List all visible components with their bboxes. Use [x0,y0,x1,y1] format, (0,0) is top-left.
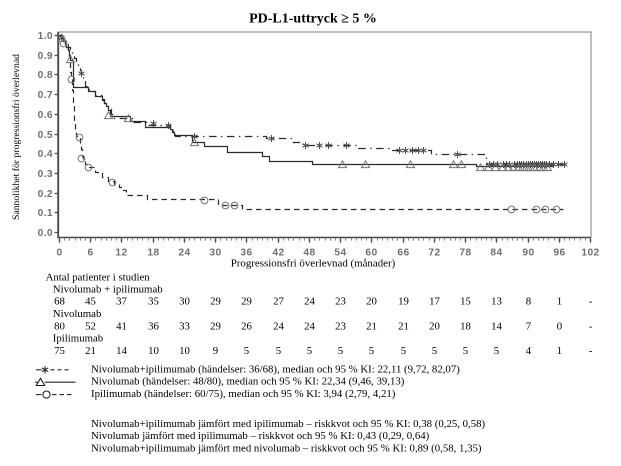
svg-text:7: 7 [526,320,532,332]
svg-text:Ipilimumab: Ipilimumab [53,333,103,345]
svg-text:Sannolikhet för progressionsfr: Sannolikhet för progressionsfri överlevn… [11,54,22,220]
svg-text:0.6: 0.6 [38,110,53,121]
svg-text:72: 72 [428,248,440,259]
svg-text:Nivolumab+ipilimumab (händelse: Nivolumab+ipilimumab (händelser: 36/68),… [91,363,460,375]
svg-text:Nivolumab (händelser: 48/80),: Nivolumab (händelser: 48/80), median och… [91,376,405,388]
svg-text:75: 75 [54,345,65,357]
svg-text:5: 5 [432,345,437,357]
svg-text:24: 24 [304,295,315,307]
svg-text:66: 66 [397,248,409,259]
svg-text:27: 27 [273,295,284,307]
svg-text:24: 24 [304,320,315,332]
svg-text:0.9: 0.9 [38,51,53,62]
svg-text:60: 60 [365,248,377,259]
svg-text:21: 21 [366,320,377,332]
svg-text:5: 5 [338,345,343,357]
svg-text:42: 42 [272,248,284,259]
svg-text:21: 21 [85,345,96,357]
svg-text:29: 29 [210,320,221,332]
svg-text:15: 15 [460,295,471,307]
svg-text:48: 48 [303,248,315,259]
svg-text:1: 1 [557,345,562,357]
svg-text:30: 30 [179,295,190,307]
svg-text:0.5: 0.5 [38,130,53,141]
svg-text:35: 35 [148,295,159,307]
svg-text:12: 12 [115,248,127,259]
svg-text:5: 5 [401,345,406,357]
svg-text:4: 4 [526,345,532,357]
svg-text:0.4: 0.4 [38,149,53,160]
svg-text:21: 21 [398,320,409,332]
svg-text:80: 80 [54,320,65,332]
svg-text:5: 5 [369,345,374,357]
svg-text:68: 68 [54,295,65,307]
svg-text:29: 29 [241,295,252,307]
svg-text:23: 23 [335,295,346,307]
svg-text:Antal patienter i studien: Antal patienter i studien [46,271,151,283]
svg-text:-: - [589,345,593,357]
svg-text:Ipilimumab (händelser: 60/75),: Ipilimumab (händelser: 60/75), median oc… [91,388,396,400]
svg-text:20: 20 [429,320,440,332]
svg-text:10: 10 [148,345,159,357]
svg-text:0.0: 0.0 [38,228,53,239]
svg-text:18: 18 [460,320,471,332]
svg-text:5: 5 [463,345,468,357]
svg-text:36: 36 [148,320,159,332]
svg-text:9: 9 [213,345,218,357]
svg-text:36: 36 [240,248,252,259]
svg-text:26: 26 [241,320,252,332]
svg-text:23: 23 [335,320,346,332]
svg-text:1: 1 [557,295,562,307]
svg-text:29: 29 [210,295,221,307]
svg-text:14: 14 [116,345,127,357]
svg-text:54: 54 [334,248,346,259]
svg-text:0: 0 [56,248,62,259]
svg-text:5: 5 [276,345,281,357]
svg-text:5: 5 [307,345,312,357]
svg-text:0.7: 0.7 [38,90,53,101]
svg-text:17: 17 [429,295,440,307]
svg-text:30: 30 [209,248,221,259]
svg-text:PD-L1-uttryck ≥ 5 %: PD-L1-uttryck ≥ 5 % [249,12,377,27]
svg-text:18: 18 [147,248,159,259]
svg-text:90: 90 [522,248,534,259]
svg-text:Nivolumab+ipilimumab jämfört m: Nivolumab+ipilimumab jämfört med nivolum… [91,443,482,455]
svg-text:45: 45 [85,295,96,307]
svg-text:102: 102 [581,248,599,259]
svg-text:Nivolumab + ipilimumab: Nivolumab + ipilimumab [53,283,163,295]
svg-text:20: 20 [366,295,377,307]
svg-text:5: 5 [494,345,499,357]
svg-text:52: 52 [85,320,96,332]
svg-text:96: 96 [553,248,565,259]
svg-text:19: 19 [398,295,409,307]
svg-text:8: 8 [526,295,531,307]
svg-text:Nivolumab: Nivolumab [53,308,102,320]
svg-text:1.0: 1.0 [38,31,53,42]
svg-text:37: 37 [116,295,127,307]
svg-text:6: 6 [87,248,93,259]
svg-text:0.3: 0.3 [38,169,53,180]
svg-text:14: 14 [491,320,502,332]
svg-text:Progressionsfri överlevnad (må: Progressionsfri överlevnad (månader) [231,258,396,270]
svg-text:13: 13 [491,295,502,307]
svg-text:-: - [589,320,593,332]
svg-text:0.8: 0.8 [38,70,53,81]
svg-text:Nivolumab+ipilimumab jämfört m: Nivolumab+ipilimumab jämfört med ipilimu… [91,418,486,430]
svg-text:Nivolumab jämfört med ipilimum: Nivolumab jämfört med ipilimumab – riskk… [91,430,430,442]
svg-text:5: 5 [244,345,249,357]
svg-text:0.2: 0.2 [38,189,53,200]
svg-text:0.1: 0.1 [38,208,53,219]
svg-text:78: 78 [459,248,471,259]
svg-text:0: 0 [557,320,562,332]
svg-text:10: 10 [179,345,190,357]
svg-text:33: 33 [179,320,190,332]
svg-text:24: 24 [178,248,190,259]
svg-text:41: 41 [116,320,127,332]
svg-text:24: 24 [273,320,284,332]
svg-text:84: 84 [490,248,502,259]
svg-text:-: - [589,295,593,307]
